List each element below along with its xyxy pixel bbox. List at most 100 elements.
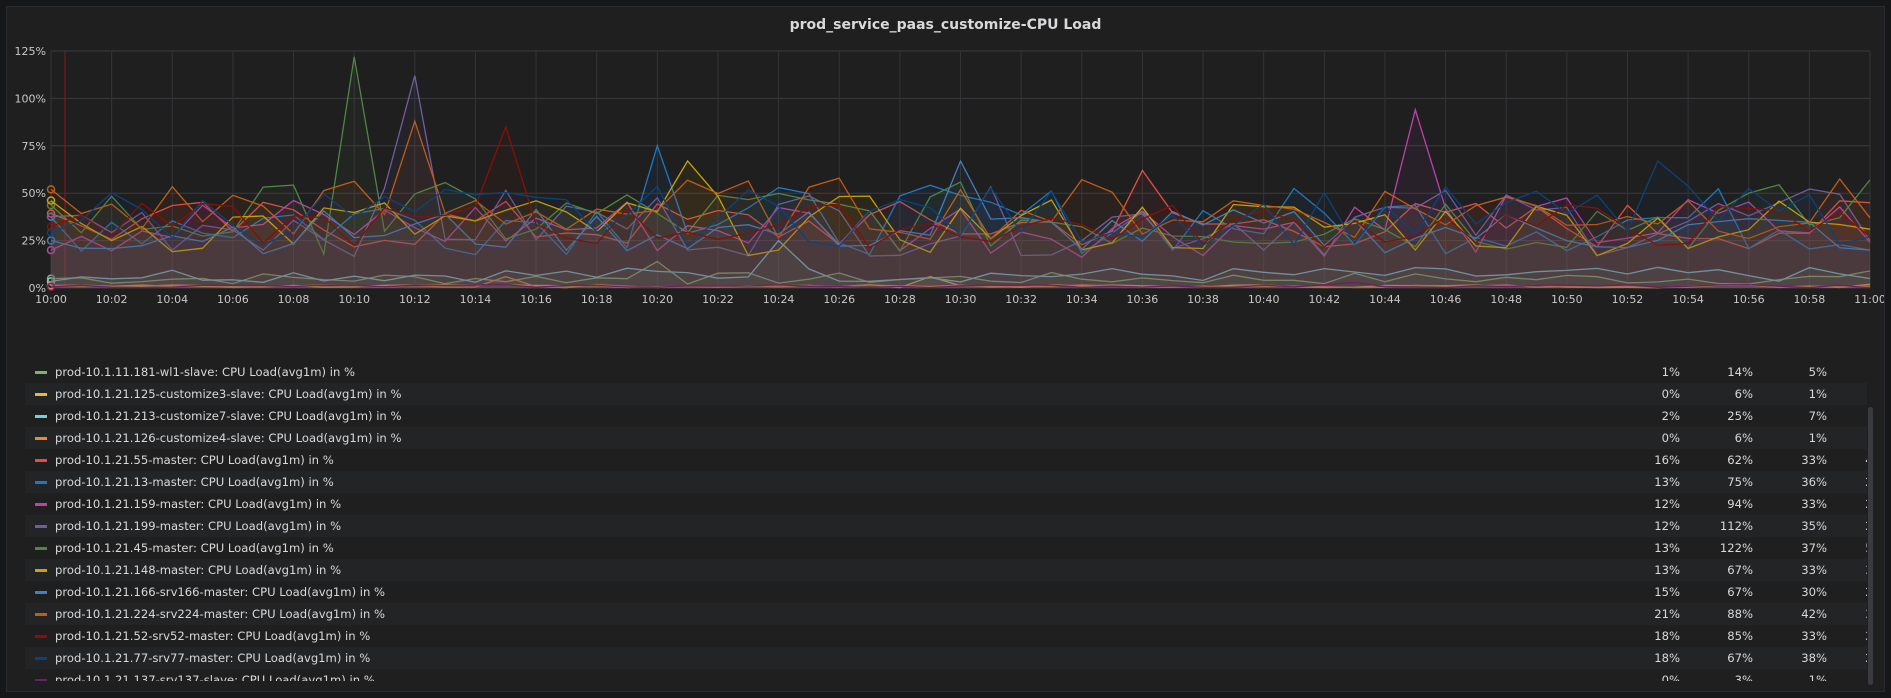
series-color-swatch[interactable] [35,591,47,594]
series-start-point [46,212,56,221]
series-area [51,161,1870,288]
graph-panel: prod_service_paas_customize-CPU Load 125… [6,6,1885,692]
legend-value-max: 25% [1727,409,1753,423]
legend-value-current: 1% [1821,427,1867,449]
series-color-swatch[interactable] [35,657,47,660]
series-color-swatch[interactable] [35,481,47,484]
legend-value-avg: 5% [1808,365,1827,379]
series-start-point [46,282,56,292]
legend-item[interactable]: prod-10.1.21.199-master: CPU Load(avg1m)… [25,515,1867,537]
legend-value-max: 3% [1734,673,1753,681]
legend-item[interactable]: prod-10.1.21.213-customize7-slave: CPU L… [25,405,1867,427]
legend-item[interactable]: prod-10.1.21.55-master: CPU Load(avg1m) … [25,449,1867,471]
legend-series-name[interactable]: prod-10.1.21.125-customize3-slave: CPU L… [55,387,402,401]
legend-series-name[interactable]: prod-10.1.21.45-master: CPU Load(avg1m) … [55,541,334,555]
legend-series-name[interactable]: prod-10.1.21.137-srv137-slave: CPU Load(… [55,673,375,681]
legend-item[interactable]: prod-10.1.21.52-srv52-master: CPU Load(a… [25,625,1867,647]
series-color-swatch[interactable] [35,371,47,374]
series-color-swatch[interactable] [35,525,47,528]
legend-scrollbar[interactable] [1868,407,1873,685]
legend-value-max: 75% [1727,475,1753,489]
legend-item[interactable]: prod-10.1.21.13-master: CPU Load(avg1m) … [25,471,1867,493]
legend-value-min: 16% [1654,453,1680,467]
x-tick-label: 10:24 [763,293,795,306]
series-color-swatch[interactable] [35,415,47,418]
legend-series-name[interactable]: prod-10.1.21.13-master: CPU Load(avg1m) … [55,475,334,489]
legend-value-max: 85% [1727,629,1753,643]
legend-value-avg: 1% [1808,673,1827,681]
y-tick-label: 50% [22,187,46,200]
legend-item[interactable]: prod-10.1.21.45-master: CPU Load(avg1m) … [25,537,1867,559]
y-tick-label: 100% [15,92,46,105]
legend-series-name[interactable]: prod-10.1.21.77-srv77-master: CPU Load(a… [55,651,371,665]
x-tick-label: 10:32 [1005,293,1037,306]
legend-value-min: 13% [1654,563,1680,577]
x-tick-label: 10:16 [520,293,552,306]
legend-value-min: 21% [1654,607,1680,621]
legend-item[interactable]: prod-10.1.21.125-customize3-slave: CPU L… [25,383,1867,405]
legend-series-name[interactable]: prod-10.1.21.213-customize7-slave: CPU L… [55,409,402,423]
legend-item[interactable]: prod-10.1.21.77-srv77-master: CPU Load(a… [25,647,1867,669]
x-tick-label: 10:46 [1430,293,1462,306]
series-color-swatch[interactable] [35,547,47,550]
series-color-swatch[interactable] [35,679,47,681]
legend-item[interactable]: prod-10.1.21.159-master: CPU Load(avg1m)… [25,493,1867,515]
legend-item[interactable]: prod-10.1.21.148-master: CPU Load(avg1m)… [25,559,1867,581]
legend-series-name[interactable]: prod-10.1.21.126-customize4-slave: CPU L… [55,431,402,445]
legend-series-name[interactable]: prod-10.1.21.166-srv166-master: CPU Load… [55,585,386,599]
legend-value-min: 15% [1654,585,1680,599]
legend-series-name[interactable]: prod-10.1.21.52-srv52-master: CPU Load(a… [55,629,371,643]
x-tick-label: 10:30 [945,293,977,306]
legend-value-current: 0% [1821,669,1867,681]
series-color-swatch[interactable] [35,635,47,638]
legend-value-avg: 33% [1801,563,1827,577]
legend-item[interactable]: prod-10.1.21.224-srv224-master: CPU Load… [25,603,1867,625]
legend-value-avg: 33% [1801,629,1827,643]
series-color-swatch[interactable] [35,613,47,616]
series-area [51,109,1870,288]
series-start-point [46,222,56,231]
legend-value-current: 20% [1821,581,1867,603]
legend-item[interactable]: prod-10.1.11.181-wl1-slave: CPU Load(avg… [25,361,1867,383]
legend-series-name[interactable]: prod-10.1.21.148-master: CPU Load(avg1m)… [55,563,342,577]
legend-value-max: 62% [1727,453,1753,467]
legend-value-current: 27% [1821,647,1867,669]
series-area [51,75,1870,288]
legend-value-current: 57% [1821,537,1867,559]
series-start-point [46,228,56,237]
legend-series-name[interactable]: prod-10.1.21.159-master: CPU Load(avg1m)… [55,497,342,511]
series-area [51,161,1870,288]
legend-series-name[interactable]: prod-10.1.21.55-master: CPU Load(avg1m) … [55,453,334,467]
series-color-swatch[interactable] [35,437,47,440]
legend-series-name[interactable]: prod-10.1.21.224-srv224-master: CPU Load… [55,607,386,621]
x-tick-label: 10:22 [702,293,734,306]
series-color-swatch[interactable] [35,503,47,506]
legend-value-avg: 37% [1801,541,1827,555]
legend-item[interactable]: prod-10.1.21.126-customize4-slave: CPU L… [25,427,1867,449]
legend-value-min: 0% [1661,431,1680,445]
legend-value-min: 12% [1654,497,1680,511]
legend-series-name[interactable]: prod-10.1.11.181-wl1-slave: CPU Load(avg… [55,365,356,379]
panel-title[interactable]: prod_service_paas_customize-CPU Load [789,17,1102,33]
legend-item[interactable]: prod-10.1.21.166-srv166-master: CPU Load… [25,581,1867,603]
series-color-swatch[interactable] [35,569,47,572]
legend-value-max: 6% [1734,387,1753,401]
legend-value-current: 24% [1821,493,1867,515]
legend-value-min: 0% [1661,673,1680,681]
legend-value-min: 13% [1654,475,1680,489]
series-color-swatch[interactable] [35,459,47,462]
y-tick-label: 75% [22,140,46,153]
x-tick-label: 10:54 [1672,293,1704,306]
legend-value-max: 67% [1727,651,1753,665]
legend-item[interactable]: prod-10.1.21.137-srv137-slave: CPU Load(… [25,669,1867,681]
legend-value-max: 94% [1727,497,1753,511]
series-color-swatch[interactable] [35,393,47,396]
x-tick-label: 10:36 [1127,293,1159,306]
legend-series-name[interactable]: prod-10.1.21.199-master: CPU Load(avg1m)… [55,519,342,533]
cpu-load-chart[interactable]: 125% 100% 75% 50% 25% 0%10:00 10:02 10:04 10:06 1… [7,47,1885,377]
legend-value-current: 5% [1821,405,1867,427]
legend-value-avg: 7% [1808,409,1827,423]
y-tick-label: 125% [15,47,46,58]
series-area [51,170,1870,288]
x-tick-label: 10:00 [35,293,67,306]
